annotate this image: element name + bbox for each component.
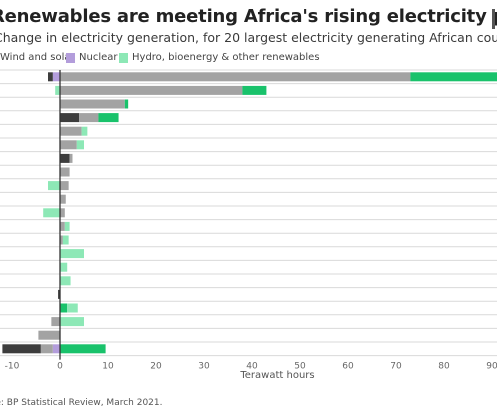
bar-segment-fossil <box>60 194 66 204</box>
bar-segment-hydro <box>60 276 71 286</box>
source-note: Source: BP Statistical Review, March 202… <box>0 398 163 408</box>
bar-segment-wind-solar <box>410 72 497 82</box>
x-tick-label: 90 <box>486 362 497 372</box>
bar-segment-coal <box>48 72 53 82</box>
bar-segment-fossil <box>40 344 53 354</box>
x-tick-label: 50 <box>294 362 306 372</box>
bar-segment-fossil <box>60 208 65 218</box>
x-tick-label: 10 <box>102 362 114 372</box>
chart-subtitle: Change in electricity generation, for 20… <box>0 30 497 45</box>
bar-segment-fossil <box>51 317 60 327</box>
bar-segment-hydro <box>55 85 60 95</box>
bar-segment-nuclear <box>52 72 60 82</box>
bar-segment-wind-solar <box>124 99 129 109</box>
bar-segment-hydro <box>43 208 60 218</box>
bar-segment-fossil <box>60 140 77 150</box>
bar-segment-fossil <box>60 72 411 82</box>
bar-segment-nuclear <box>52 344 60 354</box>
bar-segment-hydro <box>76 140 84 150</box>
bar-segment-hydro <box>62 235 69 245</box>
legend-label-wind-solar: Wind and solar <box>0 52 75 63</box>
bar-segment-fossil <box>60 85 243 95</box>
bar-segment-fossil <box>60 181 69 191</box>
x-tick-label: 80 <box>438 362 450 372</box>
x-tick-label: 20 <box>150 362 162 372</box>
bar-segment-wind-solar <box>98 113 119 123</box>
x-tick-label: 70 <box>390 362 402 372</box>
x-tick-label: -10 <box>5 362 20 372</box>
bar-segment-fossil <box>60 235 63 245</box>
bar-segment-fossil <box>69 153 73 163</box>
x-tick-label: 60 <box>342 362 354 372</box>
bar-segment-hydro <box>60 262 68 272</box>
bar-segment-wind-solar <box>242 85 267 95</box>
legend-label-hydro: Hydro, bioenergy & other renewables <box>132 52 320 63</box>
bar-segment-wind-solar <box>60 303 68 313</box>
bar-segment-hydro <box>48 181 60 191</box>
x-tick-label: 30 <box>198 362 210 372</box>
bar-segment-coal <box>2 344 41 354</box>
bar-segment-hydro <box>60 249 84 259</box>
bar-segment-fossil <box>60 221 65 231</box>
bar-segment-fossil <box>60 99 125 109</box>
x-tick-label: 0 <box>57 362 63 372</box>
bar-segment-hydro <box>60 317 84 327</box>
bar-segment-fossil <box>60 126 82 136</box>
bar-segment-coal <box>58 289 60 299</box>
bar-segment-coal <box>60 153 70 163</box>
bar-segment-coal <box>60 113 80 123</box>
bar-segment-hydro <box>64 221 70 231</box>
legend-label-nuclear: Nuclear <box>79 52 118 63</box>
bar-segment-hydro <box>81 126 88 136</box>
bar-segment-wind-solar <box>60 344 106 354</box>
x-tick-label: 40 <box>246 362 258 372</box>
bar-segment-fossil <box>79 113 99 123</box>
bar-segment-fossil <box>60 167 70 177</box>
corner-logo-mark <box>492 9 495 29</box>
legend-swatch-nuclear <box>66 53 75 63</box>
x-axis-label: Terawatt hours <box>240 370 315 381</box>
legend-swatch-hydro <box>119 53 128 63</box>
bar-segment-fossil <box>38 330 60 340</box>
bar-segment-hydro <box>67 303 78 313</box>
chart-title: Renewables are meeting Africa's rising e… <box>0 6 497 27</box>
